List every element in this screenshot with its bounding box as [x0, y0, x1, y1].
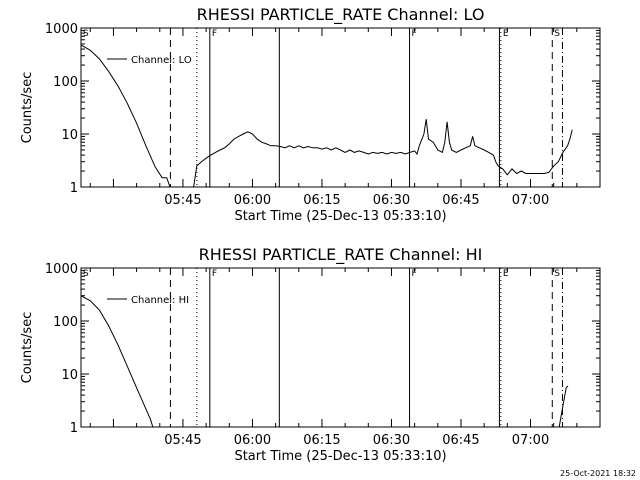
x-tick-label: 06:45 [442, 193, 479, 208]
x-tick-label: 07:00 [512, 433, 549, 448]
x-tick-label: 06:30 [373, 193, 410, 208]
x-tick-label: 05:45 [164, 433, 201, 448]
event-marker-label: E [503, 269, 509, 279]
y-axis-label: Counts/sec [20, 72, 35, 144]
x-tick-label: 06:15 [303, 433, 340, 448]
event-marker-label: F [212, 269, 217, 279]
x-axis-label: Start Time (25-Dec-13 05:33:10) [234, 209, 446, 224]
legend-label: Channel: HI [131, 295, 189, 306]
series-line [80, 295, 154, 428]
x-tick-label: 06:00 [234, 433, 271, 448]
plot-frame [80, 27, 601, 188]
y-tick-label: 1 [70, 181, 78, 196]
y-tick-label: 100 [53, 315, 78, 330]
event-marker-label: S [554, 269, 560, 279]
legend-label: Channel: LO [131, 55, 192, 66]
event-marker-label: S [83, 29, 89, 39]
event-marker-label: S [554, 29, 560, 39]
y-tick-label: 100 [53, 75, 78, 90]
chart-panel-hi: RHESSI PARTICLE_RATE Channel: HI Counts/s… [20, 245, 601, 464]
chart-panel-lo: RHESSI PARTICLE_RATE Channel: LO Counts/s… [20, 5, 601, 224]
x-tick-label: 06:30 [373, 433, 410, 448]
x-axis-label: Start Time (25-Dec-13 05:33:10) [234, 449, 446, 464]
y-axis-label: Counts/sec [20, 312, 35, 384]
chart-title: RHESSI PARTICLE_RATE Channel: HI [199, 245, 483, 265]
event-marker-label: F [412, 29, 417, 39]
x-tick-label: 06:00 [234, 193, 271, 208]
y-tick-label: 1 [70, 421, 78, 436]
y-tick-label: 10 [61, 128, 78, 143]
plot-frame [80, 267, 601, 428]
event-marker-label: F [412, 269, 417, 279]
event-marker-label: S [83, 269, 89, 279]
y-tick-label: 1000 [45, 262, 78, 277]
event-marker-label: F [212, 29, 217, 39]
x-tick-label: 06:15 [303, 193, 340, 208]
y-tick-label: 1000 [45, 22, 78, 37]
x-tick-label: 06:45 [442, 433, 479, 448]
footer-timestamp: 25-Oct-2021 18:32 [560, 469, 636, 478]
series-line [80, 44, 171, 188]
series-line [193, 119, 573, 188]
event-marker-label: E [503, 29, 509, 39]
y-tick-label: 10 [61, 368, 78, 383]
series-line [558, 385, 569, 428]
x-tick-label: 05:45 [164, 193, 201, 208]
x-tick-label: 07:00 [512, 193, 549, 208]
chart-title: RHESSI PARTICLE_RATE Channel: LO [197, 5, 485, 25]
